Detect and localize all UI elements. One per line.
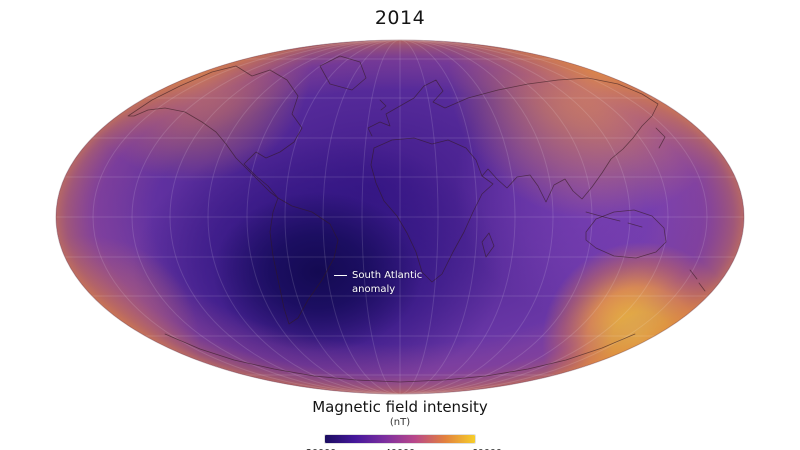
island-madagascar [481,232,495,258]
map-outline [55,39,745,395]
colorbar-max-label: >60000 [464,448,502,450]
graticule [56,40,744,394]
colorbar-min-label: <20000 [298,448,336,450]
island-greenland [319,55,367,91]
annotation-text-line1: South Atlantic [352,270,423,281]
continent-north-america [127,65,303,199]
warm-rim-gradient [56,40,744,394]
islands-new-zealand [689,269,706,292]
island-britain [379,99,387,111]
continent-antarctica [164,333,636,383]
map-title: 2014 [374,7,426,29]
continent-eurasia [367,77,659,203]
colorbar-labels: <20000 40000 >60000 [298,448,502,450]
annotation-text: South Atlantic anomaly [352,269,422,296]
continent-south-america [269,197,339,325]
island-japan [655,127,666,149]
legend-unit: (nT) [389,417,411,428]
legend: Magnetic field intensity (nT) <20000 400… [0,398,800,450]
islands-indonesia [585,211,643,228]
colorbar-mid-label: 40000 [385,448,415,450]
world-magnetic-map [55,39,745,395]
continent-australia [585,209,667,259]
continent-outlines [127,55,706,383]
colorbar [325,435,475,443]
legend-title: Magnetic field intensity [312,398,488,416]
south-atlantic-anomaly-annotation: South Atlantic anomaly [334,269,422,296]
annotation-text-line2: anomaly [352,283,396,295]
annotation-pointer-line [334,275,347,276]
continent-africa [370,137,494,283]
field-intensity-layers [56,40,744,394]
